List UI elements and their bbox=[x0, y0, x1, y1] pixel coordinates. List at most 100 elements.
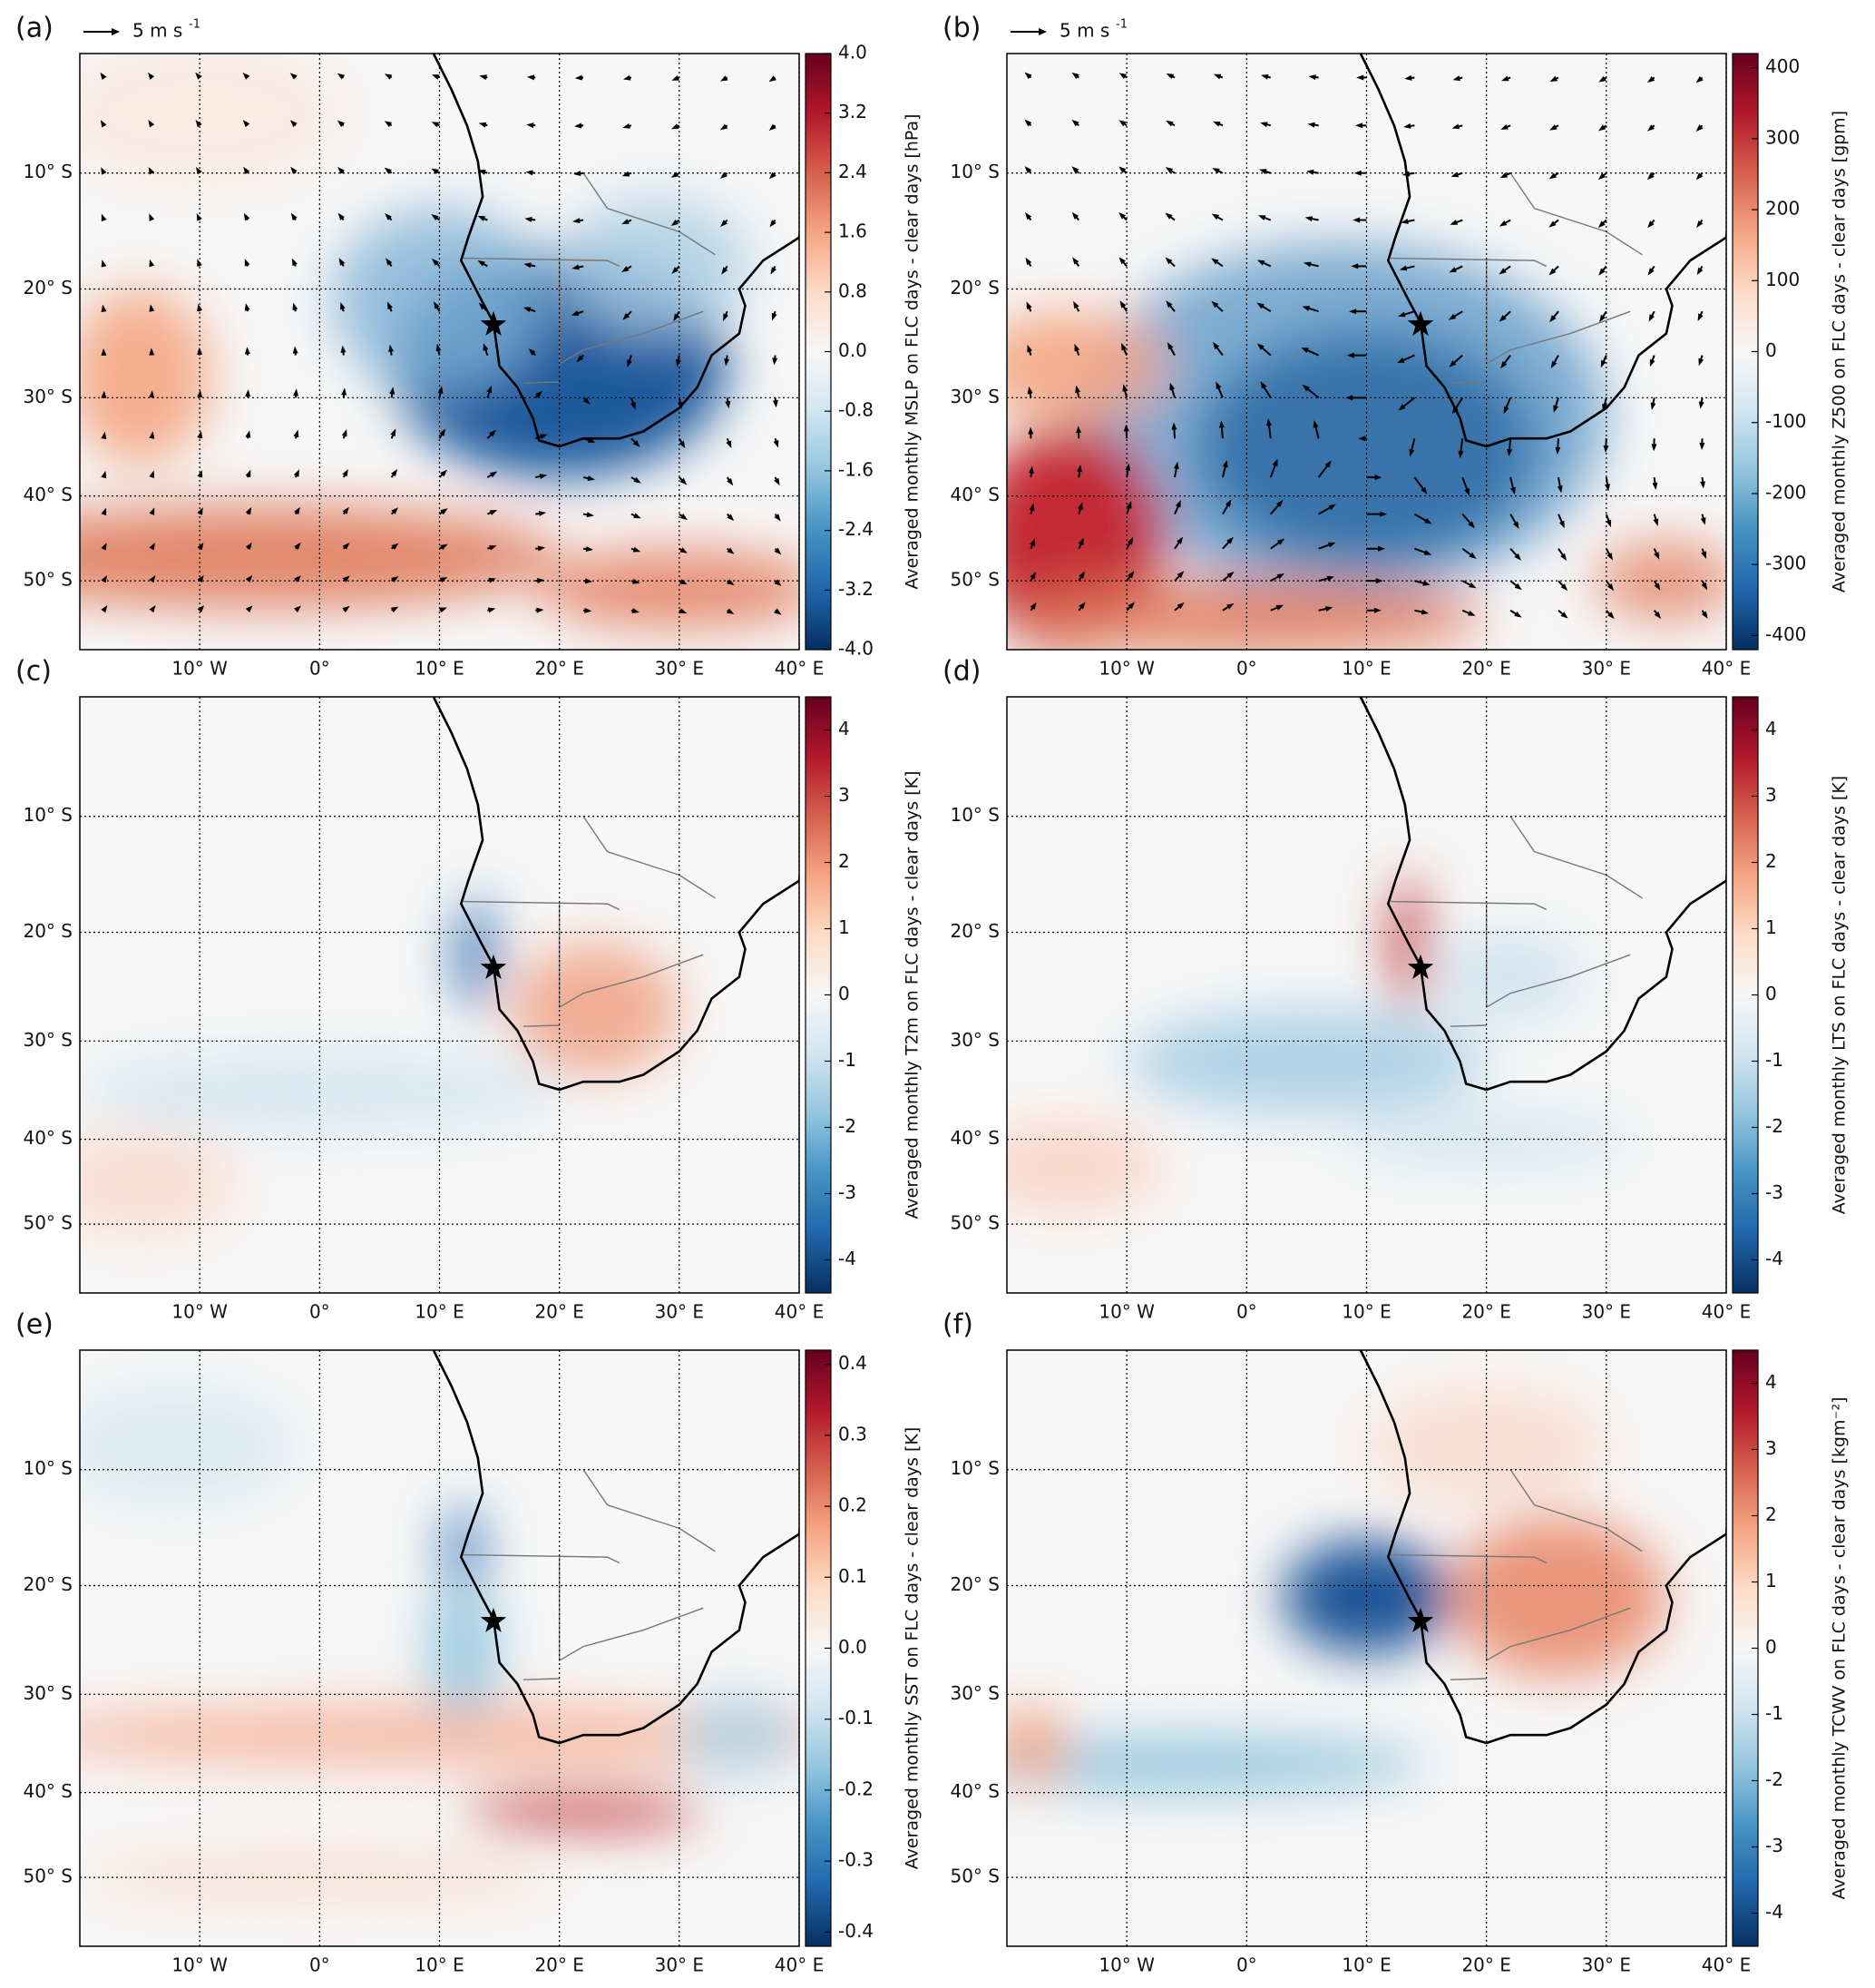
lon-tick-label: 20° E bbox=[1461, 1301, 1510, 1323]
colorbar-label: Averaged monthly TCWV on FLC days - clea… bbox=[1830, 1396, 1850, 1899]
colorbar-tick-label: -3 bbox=[1765, 1181, 1783, 1203]
lat-tick-label: 30° S bbox=[23, 386, 73, 407]
anomaly-blob bbox=[679, 1694, 799, 1776]
colorbar-tick-label: -0.2 bbox=[838, 1777, 874, 1799]
map-area bbox=[44, 697, 805, 1293]
lat-tick-label: 30° S bbox=[23, 1682, 73, 1704]
lat-tick-label: 50° S bbox=[950, 1212, 1000, 1234]
colorbar-tick-label: -0.8 bbox=[838, 399, 874, 421]
colorbar-tick-label: -1 bbox=[1765, 1702, 1783, 1724]
lon-tick-label: 20° E bbox=[1461, 658, 1510, 680]
anomaly-blob bbox=[1439, 932, 1583, 1021]
anomaly-blob bbox=[44, 1130, 235, 1237]
colorbar-label: Averaged monthly LTS on FLC days - clear… bbox=[1830, 776, 1850, 1214]
lon-tick-label: 10° W bbox=[171, 1301, 228, 1323]
colorbar-tick-label: -4.0 bbox=[838, 638, 874, 660]
colorbar-tick-label: -1 bbox=[1765, 1049, 1783, 1071]
map-area bbox=[0, 42, 823, 650]
lon-tick-label: 20° E bbox=[534, 1301, 583, 1323]
colorbar-tick-label: 100 bbox=[1765, 269, 1800, 290]
colorbar-tick-label: -3.2 bbox=[838, 578, 874, 600]
lon-tick-label: 0° bbox=[1236, 1301, 1257, 1323]
lat-tick-label: 30° S bbox=[950, 386, 1000, 407]
colorbar-tick-label: -300 bbox=[1765, 553, 1806, 574]
anomaly-blob bbox=[560, 197, 751, 336]
wind-scale-arrowhead bbox=[112, 28, 120, 35]
colorbar-tick-label: 3 bbox=[838, 784, 850, 806]
colorbar-tick-label: 0.2 bbox=[838, 1494, 867, 1516]
colorbar-tick-label: 0 bbox=[1765, 983, 1777, 1004]
lat-tick-label: 10° S bbox=[950, 1457, 1000, 1479]
colorbar-tick-label: 0.1 bbox=[838, 1565, 867, 1587]
lon-tick-label: 10° W bbox=[1099, 1954, 1155, 1976]
lon-tick-label: 20° E bbox=[534, 658, 583, 680]
lon-tick-label: 30° E bbox=[655, 1954, 704, 1976]
panel-label: (c) bbox=[15, 656, 52, 688]
colorbar-tick-label: -4 bbox=[1765, 1248, 1783, 1269]
lon-tick-label: 10° E bbox=[415, 1301, 464, 1323]
colorbar-tick-label: 0.4 bbox=[838, 1352, 867, 1374]
colorbar-tick-label: -0.4 bbox=[838, 1920, 874, 1942]
colorbar-tick-label: -400 bbox=[1765, 623, 1806, 645]
lon-tick-label: 0° bbox=[309, 658, 330, 680]
lon-tick-label: 40° E bbox=[775, 658, 824, 680]
lon-tick-label: 10° W bbox=[1099, 1301, 1155, 1323]
colorbar-tick-label: 4 bbox=[1765, 1371, 1777, 1393]
map-panel: (a)5 m s-110° S20° S30° S40° S50° S10° W… bbox=[0, 13, 922, 680]
colorbar-tick-label: 4 bbox=[838, 718, 850, 739]
colorbar-label: Averaged monthly MSLP on FLC days - clea… bbox=[903, 113, 923, 589]
panel-label: (d) bbox=[942, 656, 981, 688]
lon-tick-label: 10° W bbox=[171, 658, 228, 680]
anomaly-blob bbox=[68, 289, 212, 464]
colorbar-tick-label: 3 bbox=[1765, 784, 1777, 806]
map-panel: (b)5 m s-110° S20° S30° S40° S50° S10° W… bbox=[942, 13, 1850, 680]
lat-tick-label: 50° S bbox=[23, 1866, 73, 1887]
lon-tick-label: 30° E bbox=[1582, 658, 1631, 680]
wind-scale-exponent: -1 bbox=[189, 18, 200, 32]
anomaly-blob bbox=[512, 944, 679, 1075]
lat-tick-label: 10° S bbox=[23, 804, 73, 826]
panel-label: (b) bbox=[942, 13, 981, 44]
colorbar-tick-label: -2 bbox=[1765, 1115, 1783, 1137]
anomaly-blob bbox=[971, 1121, 1162, 1212]
colorbar-tick-label: 2.4 bbox=[838, 161, 867, 182]
colorbar-tick-label: -4 bbox=[838, 1248, 856, 1269]
lon-tick-label: 20° E bbox=[1461, 1954, 1510, 1976]
colorbar-tick-label: -2 bbox=[1765, 1768, 1783, 1790]
lat-tick-label: 40° S bbox=[950, 1780, 1000, 1802]
lat-tick-label: 40° S bbox=[23, 484, 73, 505]
lat-tick-label: 40° S bbox=[23, 1780, 73, 1802]
colorbar-tick-label: 0 bbox=[1765, 1636, 1777, 1658]
map-area bbox=[971, 697, 1732, 1293]
colorbar-tick-label: -1 bbox=[838, 1049, 856, 1071]
colorbar-tick-label: 4 bbox=[1765, 718, 1777, 739]
lon-tick-label: 0° bbox=[309, 1954, 330, 1976]
lat-tick-label: 30° S bbox=[23, 1029, 73, 1051]
colorbar-tick-label: 0.0 bbox=[838, 1636, 867, 1658]
wind-scale-exponent: -1 bbox=[1116, 18, 1128, 32]
colorbar-tick-label: 0.0 bbox=[838, 339, 867, 361]
colorbar-tick-label: 2 bbox=[1765, 850, 1777, 872]
lon-tick-label: 10° W bbox=[1099, 658, 1155, 680]
colorbar-tick-label: -0.1 bbox=[838, 1707, 874, 1728]
colorbar-tick-label: 4.0 bbox=[838, 42, 867, 64]
colorbar-tick-label: 0.3 bbox=[838, 1423, 867, 1444]
lon-tick-label: 10° E bbox=[1342, 658, 1391, 680]
colorbar-label: Averaged monthly Z500 on FLC days - clea… bbox=[1830, 111, 1850, 592]
colorbar-tick-label: 3 bbox=[1765, 1437, 1777, 1459]
lat-tick-label: 20° S bbox=[950, 277, 1000, 299]
colorbar-tick-label: 1.6 bbox=[838, 220, 867, 242]
lat-tick-label: 20° S bbox=[23, 1573, 73, 1595]
wind-scale-label: 5 m s bbox=[1060, 20, 1109, 42]
lat-tick-label: 40° S bbox=[950, 1127, 1000, 1149]
lon-tick-label: 40° E bbox=[775, 1301, 824, 1323]
colorbar-tick-label: -100 bbox=[1765, 410, 1806, 432]
colorbar-tick-label: 2 bbox=[838, 850, 850, 872]
lon-tick-label: 0° bbox=[309, 1301, 330, 1323]
map-area bbox=[20, 1350, 859, 1946]
lat-tick-label: 50° S bbox=[23, 569, 73, 591]
